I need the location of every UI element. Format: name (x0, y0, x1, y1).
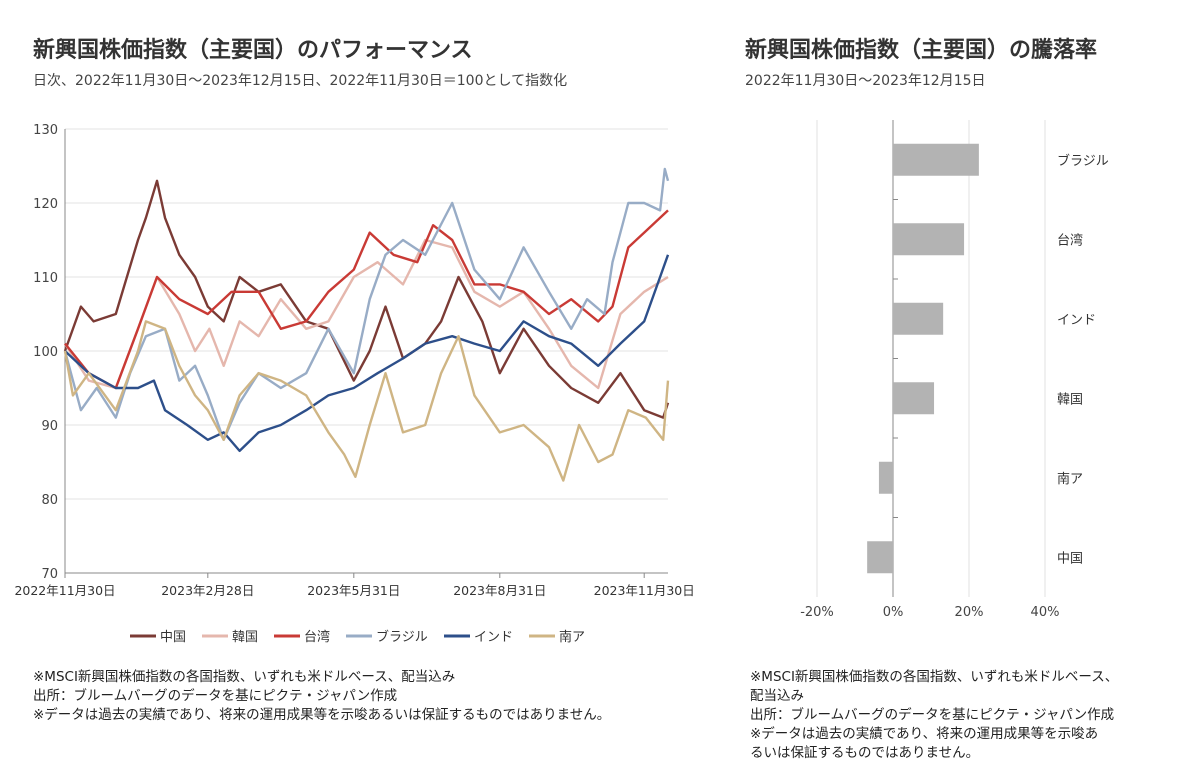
x-tick-label: 0% (883, 605, 904, 620)
y-tick-label: 80 (41, 493, 58, 508)
legend-label: 南ア (559, 629, 585, 645)
series-line-南ア (63, 320, 670, 482)
category-label: 台湾 (1057, 232, 1083, 248)
series-line-インド (64, 254, 670, 453)
bar-ブラジル (893, 143, 979, 176)
bar-南ア (878, 461, 893, 494)
x-tick-label: 2023年8月31日 (453, 583, 546, 598)
y-tick-label: 70 (41, 567, 58, 582)
legend-label: ブラジル (376, 629, 428, 645)
series-line-韓国 (63, 238, 669, 390)
y-tick-label: 100 (33, 345, 58, 360)
line-chart: 70 80 90 100 110 120 130 2022年11月30日 2023年2月28日 2… (14, 123, 695, 645)
x-tick-label: 20% (955, 605, 984, 620)
legend-label: インド (474, 630, 513, 645)
right-chart-subtitle: 2022年11月30日～2023年12月15日 (745, 73, 986, 89)
series-line-中国 (63, 179, 670, 419)
note: 出所：ブルームバーグのデータを基にピクテ・ジャパン作成 (750, 707, 1115, 723)
y-tick-label: 90 (41, 419, 58, 434)
legend-label: 韓国 (232, 630, 258, 645)
x-tick-label: 2023年11月30日 (594, 583, 695, 598)
note: ※データは過去の実績であり、将来の運用成果等を示唆あ (750, 726, 1099, 742)
right-notes: ※MSCI新興国株価指数の各国指数、いずれも米ドルベース、 配当込み 出所：ブル… (750, 668, 1118, 763)
note: ※データは過去の実績であり、将来の運用成果等を示唆あるいは保証するものではありま… (33, 707, 611, 723)
category-label: 南ア (1057, 471, 1083, 487)
note: 出所：ブルームバーグのデータを基にピクテ・ジャパン作成 (33, 688, 398, 704)
bar-インド (893, 302, 944, 335)
series-line-台湾 (64, 209, 669, 390)
right-chart-title: 新興国株価指数（主要国）の騰落率 (745, 38, 1098, 63)
x-tick-label: 2023年5月31日 (307, 583, 400, 598)
note: るいは保証するものではありません。 (750, 745, 980, 761)
y-tick-label: 130 (33, 123, 58, 138)
bar-韓国 (893, 382, 935, 415)
category-label: 韓国 (1057, 392, 1083, 407)
category-label: 中国 (1057, 551, 1083, 566)
category-label: ブラジル (1057, 153, 1109, 169)
category-label: インド (1057, 313, 1096, 328)
note: 配当込み (750, 688, 804, 704)
x-tick-label: 2023年2月28日 (161, 583, 254, 598)
left-notes: ※MSCI新興国株価指数の各国指数、いずれも米ドルベース、配当込み 出所：ブルー… (33, 668, 610, 725)
series-line-ブラジル (63, 167, 670, 441)
x-tick-label: -20% (800, 605, 834, 620)
y-tick-label: 110 (33, 271, 58, 286)
legend-label: 台湾 (304, 629, 330, 645)
bar-台湾 (893, 223, 965, 256)
y-tick-label: 120 (33, 197, 58, 212)
bar-中国 (867, 541, 893, 574)
note: ※MSCI新興国株価指数の各国指数、いずれも米ドルベース、 (750, 669, 1119, 685)
x-tick-label: 40% (1031, 605, 1060, 620)
x-tick-label: 2022年11月30日 (14, 583, 115, 598)
left-chart-title: 新興国株価指数（主要国）のパフォーマンス (33, 38, 473, 63)
legend-label: 中国 (160, 630, 186, 645)
left-chart-subtitle: 日次、2022年11月30日～2023年12月15日、2022年11月30日＝1… (33, 73, 568, 89)
note: ※MSCI新興国株価指数の各国指数、いずれも米ドルベース、配当込み (33, 669, 456, 685)
